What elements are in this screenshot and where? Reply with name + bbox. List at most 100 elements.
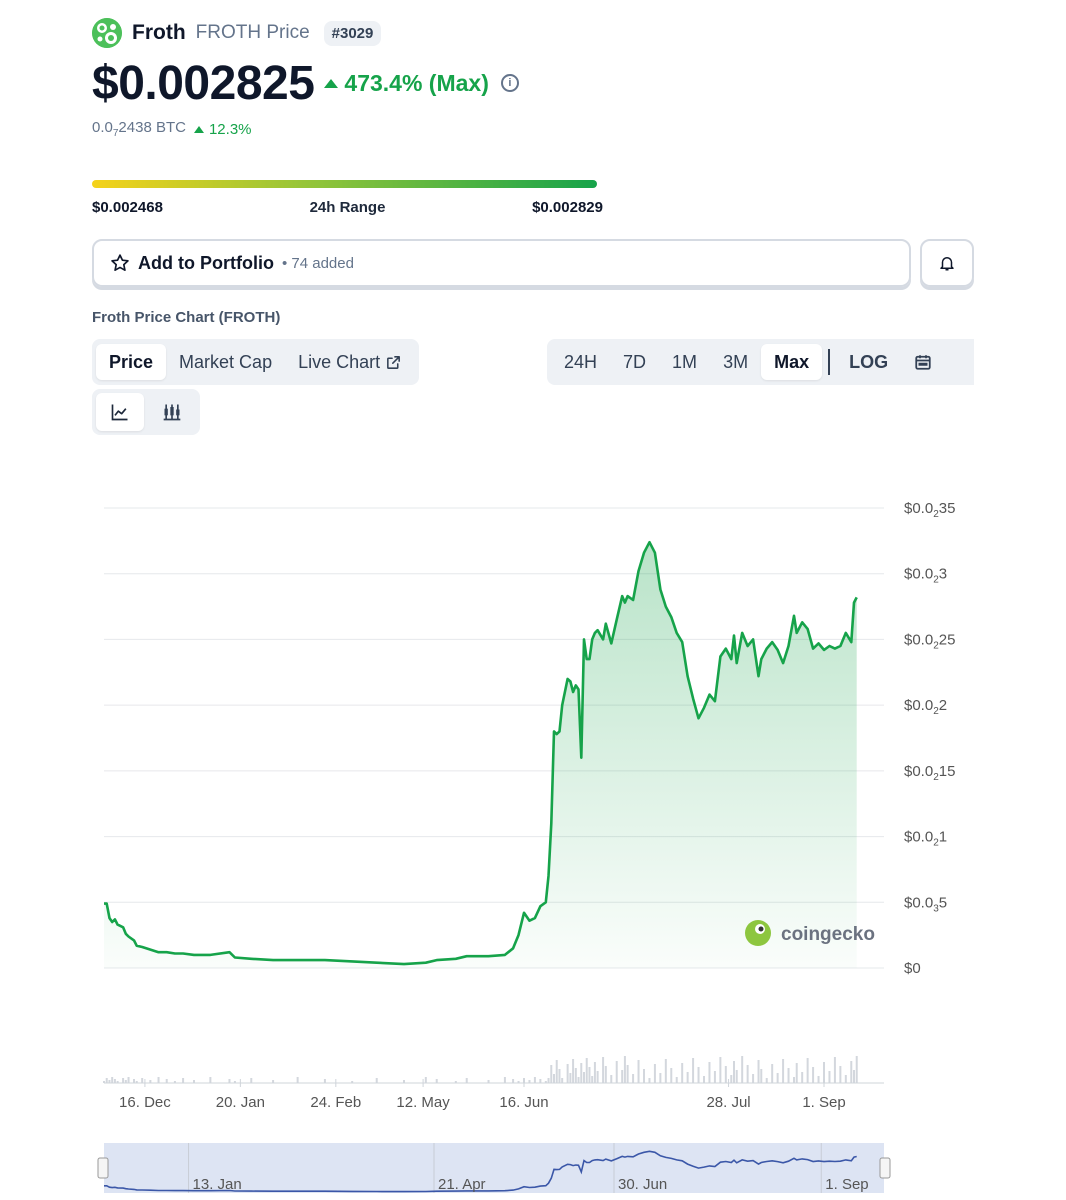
y-tick-label: $0.021 bbox=[904, 829, 947, 849]
tab-3m[interactable]: 3M bbox=[723, 351, 749, 372]
volume-bar bbox=[604, 1066, 607, 1083]
tab-7d[interactable]: 7D bbox=[623, 351, 647, 372]
volume-bar bbox=[233, 1081, 236, 1083]
volume-bar bbox=[730, 1075, 733, 1083]
volume-bar bbox=[828, 1071, 831, 1083]
price-chart[interactable]: $0.0235 $0.023 $0.0225 $0.022 $0.0215 $0.021 $… bbox=[0, 470, 1066, 1130]
btc-price: 0.072438 BTC bbox=[92, 119, 186, 139]
range-low: $0.002468 bbox=[92, 199, 163, 216]
volume-bar bbox=[113, 1079, 116, 1083]
tab-market-cap[interactable]: Market Cap bbox=[179, 351, 273, 372]
price-line bbox=[104, 540, 858, 966]
volume-bar bbox=[623, 1056, 626, 1083]
volume-bar bbox=[193, 1080, 195, 1083]
tab-live-chart[interactable]: Live Chart bbox=[285, 344, 415, 380]
volume-bars bbox=[103, 1056, 858, 1083]
volume-bar bbox=[686, 1072, 689, 1083]
portfolio-count: • 74 added bbox=[281, 254, 354, 272]
add-to-portfolio-button[interactable]: Add to Portfolio • 74 added bbox=[92, 239, 911, 287]
volume-bar bbox=[593, 1062, 596, 1083]
bell-icon bbox=[940, 257, 954, 271]
volume-bar bbox=[209, 1077, 212, 1083]
y-tick-label: $0.035 bbox=[904, 894, 947, 914]
volume-bar bbox=[602, 1057, 605, 1083]
x-tick-label: 20. Jan bbox=[216, 1094, 265, 1111]
price-change-value: 473.4% (Max) bbox=[344, 69, 489, 96]
chart-type-toggle bbox=[92, 389, 200, 435]
tab-log[interactable]: LOG bbox=[849, 351, 889, 372]
volume-bar bbox=[795, 1063, 798, 1083]
navigator-tick-label: 30. Jun bbox=[618, 1176, 667, 1193]
tab-price[interactable]: Price bbox=[96, 344, 167, 380]
time-period-tabs: 24H 7D 1M 3M Max LOG bbox=[547, 339, 974, 385]
volume-bar bbox=[272, 1080, 275, 1083]
tab-24h[interactable]: 24H bbox=[564, 351, 598, 372]
info-icon[interactable]: i bbox=[500, 74, 519, 92]
candlestick-icon bbox=[163, 404, 181, 421]
candlestick-chart-button[interactable] bbox=[148, 393, 196, 431]
volume-bar bbox=[111, 1077, 114, 1083]
volume-bar bbox=[124, 1080, 127, 1083]
navigator-tick-label: 13. Jan bbox=[193, 1176, 242, 1193]
volume-bar bbox=[637, 1060, 640, 1083]
volume-bar bbox=[713, 1071, 716, 1083]
volume-bar bbox=[793, 1077, 795, 1083]
chart-navigator[interactable]: 13. Jan 21. Apr 30. Jun 1. Sep bbox=[0, 1138, 1066, 1200]
volume-bar bbox=[643, 1069, 645, 1083]
volume-bar bbox=[108, 1080, 111, 1083]
line-chart-button[interactable] bbox=[96, 393, 144, 431]
calendar-icon bbox=[915, 355, 931, 370]
volume-bar bbox=[648, 1078, 651, 1083]
navigator-left-handle[interactable] bbox=[97, 1157, 109, 1179]
volume-bar bbox=[351, 1081, 354, 1083]
volume-bar bbox=[403, 1080, 405, 1083]
volume-bar bbox=[692, 1058, 695, 1083]
volume-bar bbox=[719, 1057, 722, 1083]
navigator-right-handle[interactable] bbox=[879, 1157, 891, 1179]
volume-bar bbox=[580, 1063, 583, 1083]
date-range-button[interactable] bbox=[901, 344, 945, 380]
volume-bar bbox=[782, 1059, 785, 1083]
y-tick-label: $0.0215 bbox=[904, 763, 955, 783]
tab-max[interactable]: Max bbox=[761, 344, 823, 380]
volume-bar bbox=[135, 1081, 138, 1083]
volume-bar bbox=[133, 1079, 135, 1083]
volume-bar bbox=[653, 1064, 656, 1083]
volume-bar bbox=[182, 1078, 185, 1083]
line-chart-icon bbox=[111, 404, 128, 421]
volume-bar bbox=[823, 1062, 825, 1083]
volume-bar bbox=[703, 1076, 705, 1083]
y-tick-label: $0.022 bbox=[904, 697, 947, 717]
x-tick-label: 16. Jun bbox=[499, 1094, 548, 1111]
volume-bar bbox=[569, 1073, 572, 1083]
coin-header: Froth FROTH Price #3029 bbox=[92, 16, 382, 50]
btc-price-zeros: 7 bbox=[112, 128, 119, 139]
navigator-tick-label: 21. Apr bbox=[438, 1176, 486, 1193]
volume-bar bbox=[724, 1066, 727, 1083]
volume-bar bbox=[844, 1075, 847, 1083]
volume-bar bbox=[853, 1070, 855, 1083]
volume-bar bbox=[626, 1065, 629, 1083]
volume-bar bbox=[577, 1077, 580, 1083]
volume-bar bbox=[588, 1067, 591, 1083]
volume-bar bbox=[659, 1073, 662, 1083]
x-tick-label: 28. Jul bbox=[706, 1094, 750, 1111]
volume-bar bbox=[839, 1066, 842, 1083]
caret-up-icon bbox=[324, 78, 339, 88]
volume-bar bbox=[566, 1064, 569, 1083]
volume-bar bbox=[760, 1069, 763, 1083]
tab-1m[interactable]: 1M bbox=[672, 351, 698, 372]
divider bbox=[828, 349, 831, 375]
coingecko-watermark: coingecko bbox=[745, 920, 875, 946]
volume-bar bbox=[776, 1073, 779, 1083]
volume-bar bbox=[424, 1077, 427, 1083]
volume-bar bbox=[733, 1061, 735, 1083]
volume-bar bbox=[855, 1056, 858, 1083]
volume-bar bbox=[157, 1077, 160, 1083]
volume-bar bbox=[681, 1063, 684, 1083]
volume-bar bbox=[105, 1078, 108, 1083]
volume-bar bbox=[553, 1074, 555, 1083]
price-alert-button[interactable] bbox=[920, 239, 974, 287]
navigator-selection[interactable] bbox=[104, 1143, 884, 1193]
coin-name: Froth bbox=[132, 21, 186, 44]
